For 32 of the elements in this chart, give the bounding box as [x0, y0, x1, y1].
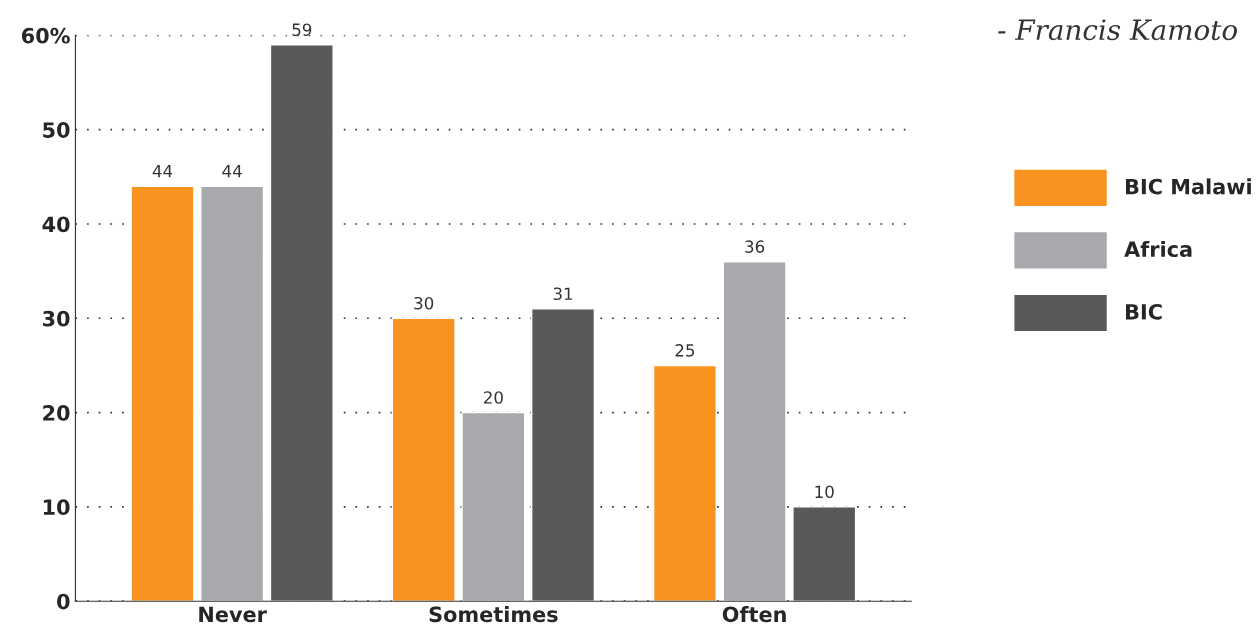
legend-label: Africa	[1124, 240, 1192, 258]
y-tick-label: 0	[57, 593, 70, 610]
legend-label: BIC	[1126, 303, 1162, 320]
y-tick-label: 20	[43, 405, 70, 421]
bar	[722, 261, 787, 602]
bar	[200, 185, 265, 602]
text: - Francis Kamoto	[998, 19, 1237, 41]
bar	[530, 308, 596, 602]
y-tick-label: 60%	[21, 27, 70, 44]
data-label: 59	[292, 23, 312, 37]
data-label: 44	[152, 165, 173, 178]
x-tick-label: Sometimes	[429, 606, 558, 623]
data-label: 30	[414, 296, 434, 310]
y-tick-label: 10	[43, 499, 70, 516]
y-tick-label: 50	[43, 122, 70, 138]
bar	[461, 411, 526, 602]
bar	[391, 317, 456, 602]
bar	[652, 364, 717, 602]
data-label: 25	[675, 344, 695, 357]
data-label: 31	[553, 287, 573, 301]
y-tick-label: 30	[42, 310, 70, 327]
data-label: 10	[815, 485, 834, 499]
legend-label: BIC Malawi	[1126, 178, 1251, 195]
data-label: 44	[222, 165, 242, 178]
x-tick-label: Often	[722, 606, 786, 623]
data-label: 36	[745, 240, 765, 253]
data-label: 20	[483, 391, 503, 404]
bar	[269, 44, 334, 602]
bar	[792, 506, 857, 602]
bar	[130, 185, 195, 602]
y-tick-label: 40	[42, 216, 70, 233]
x-tick-label: Never	[199, 606, 267, 623]
